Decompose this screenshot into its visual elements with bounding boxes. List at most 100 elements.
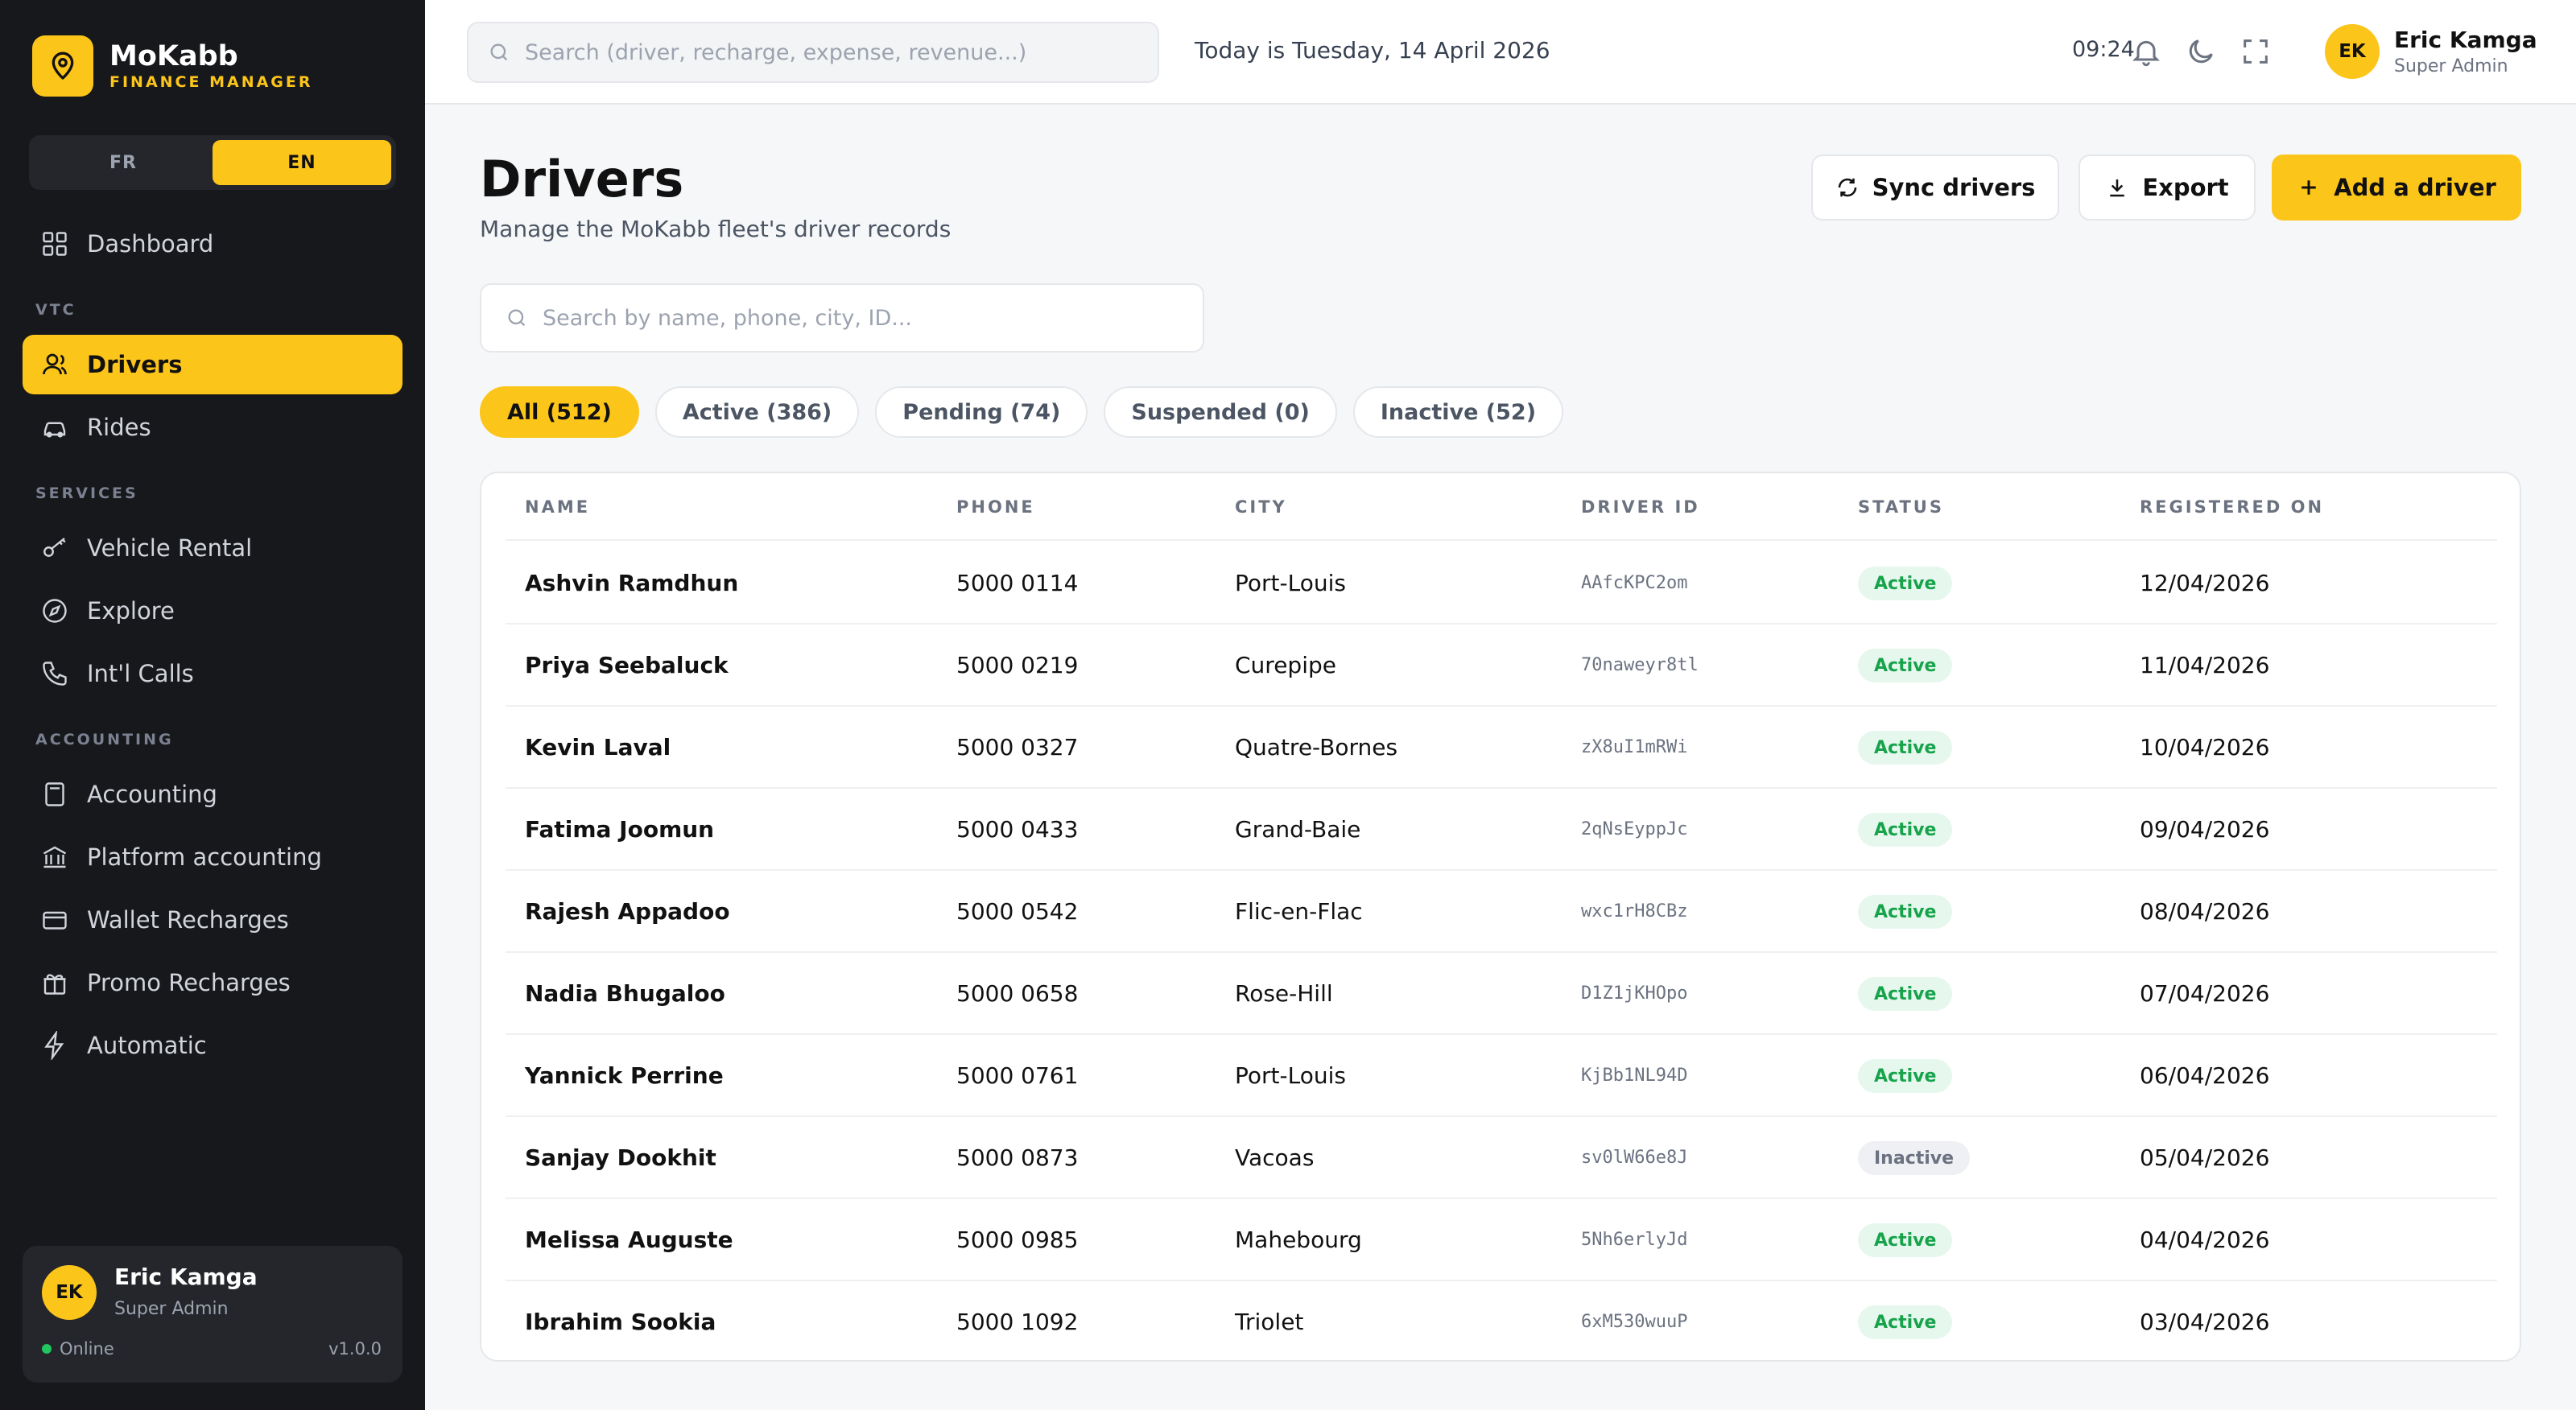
tab-all[interactable]: All (512) [480,386,639,438]
calculator-icon [45,782,64,806]
column-header[interactable]: NAME [525,497,591,517]
user-icon [43,353,67,375]
table-row[interactable]: Nadia Bhugaloo 5000 0658 Rose-Hill D1Z1j… [506,953,2497,1035]
table-row[interactable]: Fatima Joomun 5000 0433 Grand-Baie 2qNsE… [506,789,2497,871]
table-row[interactable]: Sanjay Dookhit 5000 0873 Vacoas sv0lW66e… [506,1117,2497,1199]
export-button[interactable]: Export [2079,155,2256,221]
table-row[interactable]: Yannick Perrine 5000 0761 Port-Louis KjB… [506,1035,2497,1117]
clock: 09:24 [2072,37,2135,62]
lightning-icon [44,1031,64,1060]
user-menu[interactable]: EK Eric Kamga Super Admin [2325,24,2537,79]
table-row[interactable]: Ibrahim Sookia 5000 1092 Triolet 6xM530w… [506,1281,2497,1363]
sidebar-item-label: Promo Recharges [87,969,291,996]
lang-en-button[interactable]: EN [213,140,391,185]
column-header[interactable]: REGISTERED ON [2140,497,2325,517]
sidebar-item-accounting[interactable]: Accounting [23,765,402,824]
column-header[interactable]: PHONE [956,497,1035,517]
driver-phone: 5000 0542 [956,898,1079,925]
registered-date: 04/04/2026 [2140,1227,2270,1253]
driver-city: Port-Louis [1235,1062,1346,1089]
driver-phone: 5000 0114 [956,570,1079,596]
driver-search[interactable] [480,283,1204,352]
registered-date: 10/04/2026 [2140,734,2270,761]
user-name: Eric Kamga [114,1264,258,1290]
search-icon [490,43,508,61]
table-header: NAME PHONE CITY DRIVER ID STATUS REGISTE… [506,473,2497,541]
status-filter-tabs: All (512) Active (386) Pending (74) Susp… [480,386,1579,438]
status-badge: Active [1858,1305,1953,1339]
brand[interactable]: MoKabb FINANCE MANAGER [32,35,313,97]
phone-icon [43,662,67,686]
status-badge: Active [1858,1059,1953,1093]
driver-id: KjBb1NL94D [1581,1066,1688,1086]
column-header[interactable]: DRIVER ID [1581,497,1700,517]
driver-phone: 5000 0219 [956,652,1079,678]
sidebar-item-promo-recharges[interactable]: Promo Recharges [23,953,402,1012]
refresh-icon [1838,178,1856,197]
language-switch: FR EN [29,135,396,190]
sidebar-item-label: Int'l Calls [87,660,194,687]
table-row[interactable]: Kevin Laval 5000 0327 Quatre-Bornes zX8u… [506,707,2497,789]
driver-search-input[interactable] [543,305,1187,331]
column-header[interactable]: CITY [1235,497,1287,517]
add-driver-label: Add a driver [2334,174,2496,201]
status-badge: Active [1858,567,1953,600]
driver-name: Fatima Joomun [525,816,715,843]
sidebar-item-dashboard[interactable]: Dashboard [23,214,402,274]
table-row[interactable]: Ashvin Ramdhun 5000 0114 Port-Louis AAfc… [506,542,2497,625]
download-icon [2110,179,2125,197]
moon-icon[interactable] [2185,35,2217,68]
sidebar-item-drivers[interactable]: Drivers [23,335,402,394]
lang-fr-button[interactable]: FR [109,152,137,173]
bell-icon[interactable] [2130,35,2162,68]
page-title: Drivers [480,150,684,208]
sidebar-item-intl-calls[interactable]: Int'l Calls [23,644,402,703]
registered-date: 08/04/2026 [2140,898,2270,925]
registered-date: 06/04/2026 [2140,1062,2270,1089]
car-icon [43,422,66,438]
sidebar-item-vehicle-rental[interactable]: Vehicle Rental [23,518,402,578]
sidebar-item-label: Drivers [87,351,183,378]
add-driver-button[interactable]: Add a driver [2272,155,2521,221]
driver-phone: 5000 0327 [956,734,1079,761]
sidebar-item-explore[interactable]: Explore [23,581,402,641]
sidebar-item-rides[interactable]: Rides [23,398,402,457]
brand-subtitle: FINANCE MANAGER [109,73,313,91]
driver-city: Port-Louis [1235,570,1346,596]
key-icon [43,538,66,557]
status-badge: Active [1858,649,1953,682]
sidebar-item-label: Platform accounting [87,843,322,871]
status-badge: Active [1858,813,1953,847]
tab-inactive[interactable]: Inactive (52) [1352,386,1564,438]
driver-city: Grand-Baie [1235,816,1361,843]
compass-icon [43,599,67,623]
sidebar-item-label: Dashboard [87,230,214,258]
today-date: Today is Tuesday, 14 April 2026 [1195,37,1550,64]
sidebar-user-card[interactable]: EK Eric Kamga Super Admin Online v1.0.0 [23,1246,402,1383]
table-row[interactable]: Priya Seebaluck 5000 0219 Curepipe 70naw… [506,625,2497,707]
driver-name: Melissa Auguste [525,1227,733,1253]
tab-suspended[interactable]: Suspended (0) [1104,386,1337,438]
driver-phone: 5000 1092 [956,1309,1079,1335]
driver-id: 2qNsEyppJc [1581,819,1688,839]
sidebar-item-wallet-recharges[interactable]: Wallet Recharges [23,890,402,950]
column-header[interactable]: STATUS [1858,497,1944,517]
sync-drivers-label: Sync drivers [1872,174,2036,201]
table-row[interactable]: Rajesh Appadoo 5000 0542 Flic-en-Flac wx… [506,871,2497,953]
brand-name: MoKabb [109,40,238,72]
driver-id: wxc1rH8CBz [1581,901,1688,921]
registered-date: 11/04/2026 [2140,652,2270,678]
driver-name: Ashvin Ramdhun [525,570,739,596]
global-search[interactable] [467,22,1159,83]
sidebar-item-automatic[interactable]: Automatic [23,1016,402,1075]
driver-id: sv0lW66e8J [1581,1148,1688,1168]
sync-drivers-button[interactable]: Sync drivers [1811,155,2059,221]
driver-name: Nadia Bhugaloo [525,980,725,1007]
tab-pending[interactable]: Pending (74) [875,386,1088,438]
tab-active[interactable]: Active (386) [654,386,860,438]
global-search-input[interactable] [525,39,1137,65]
sidebar-item-platform-accounting[interactable]: Platform accounting [23,827,402,887]
fullscreen-icon[interactable] [2240,35,2272,68]
driver-city: Mahebourg [1235,1227,1362,1253]
table-row[interactable]: Melissa Auguste 5000 0985 Mahebourg 5Nh6… [506,1199,2497,1281]
